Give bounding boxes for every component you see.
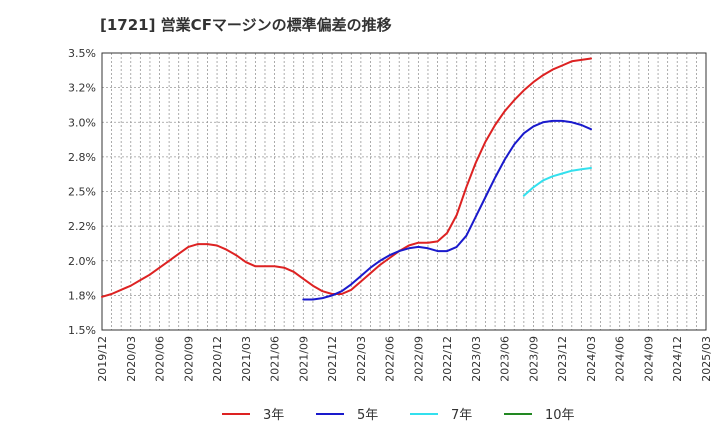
legend-label: 7年 (451, 408, 472, 423)
legend-label: 5年 (357, 408, 378, 423)
x-tick-label: 2019/12 (96, 336, 109, 382)
legend-label: 3年 (263, 408, 284, 423)
x-tick-label: 2023/12 (556, 336, 569, 382)
x-tick-label: 2025/03 (700, 336, 713, 382)
series-line-7年 (522, 167, 592, 197)
series-line-5年 (302, 119, 592, 301)
x-tick-label: 2020/03 (125, 336, 138, 382)
series-line-3年 (101, 57, 592, 298)
x-tick-label: 2022/12 (441, 336, 454, 382)
x-tick-label: 2023/09 (527, 336, 540, 382)
x-tick-label: 2022/09 (412, 336, 425, 382)
grid-lines (102, 53, 706, 330)
x-axis: 2019/12 2020/03 2020/06 2020/09 2020/12 2021/… (96, 336, 713, 382)
x-tick-label: 2020/06 (154, 336, 167, 382)
y-tick-label: 1.8% (68, 289, 96, 302)
x-tick-label: 2024/03 (585, 336, 598, 382)
y-tick-label: 3.2% (68, 82, 96, 95)
x-tick-label: 2024/09 (642, 336, 655, 382)
plot-area (101, 52, 707, 331)
y-tick-label: 3.5% (68, 47, 96, 60)
x-tick-label: 2021/06 (269, 336, 282, 382)
y-tick-label: 1.5% (68, 324, 96, 337)
y-axis: 1.5% 1.8% 2.0% 2.2% 2.5% 2.8% 3.0% 3.2% 3.5% (68, 47, 96, 337)
x-tick-label: 2024/06 (614, 336, 627, 382)
x-tick-label: 2020/12 (211, 336, 224, 382)
x-tick-label: 2023/03 (470, 336, 483, 382)
x-tick-label: 2022/06 (384, 336, 397, 382)
y-tick-label: 2.0% (68, 255, 96, 268)
series-lines (101, 57, 592, 301)
y-tick-label: 3.0% (68, 116, 96, 129)
x-tick-label: 2021/12 (326, 336, 339, 382)
legend-label: 10年 (545, 408, 575, 423)
y-tick-label: 2.2% (68, 220, 96, 233)
legend: 3年 5年 7年 10年 (222, 408, 575, 423)
x-tick-label: 2021/09 (297, 336, 310, 382)
chart-title: [1721] 営業CFマージンの標準偏差の推移 (100, 16, 392, 34)
x-tick-label: 2022/03 (355, 336, 368, 382)
x-tick-label: 2024/12 (671, 336, 684, 382)
y-tick-label: 2.8% (68, 151, 96, 164)
y-tick-label: 2.5% (68, 186, 96, 199)
x-tick-label: 2020/09 (182, 336, 195, 382)
x-tick-label: 2021/03 (240, 336, 253, 382)
x-tick-label: 2023/06 (499, 336, 512, 382)
